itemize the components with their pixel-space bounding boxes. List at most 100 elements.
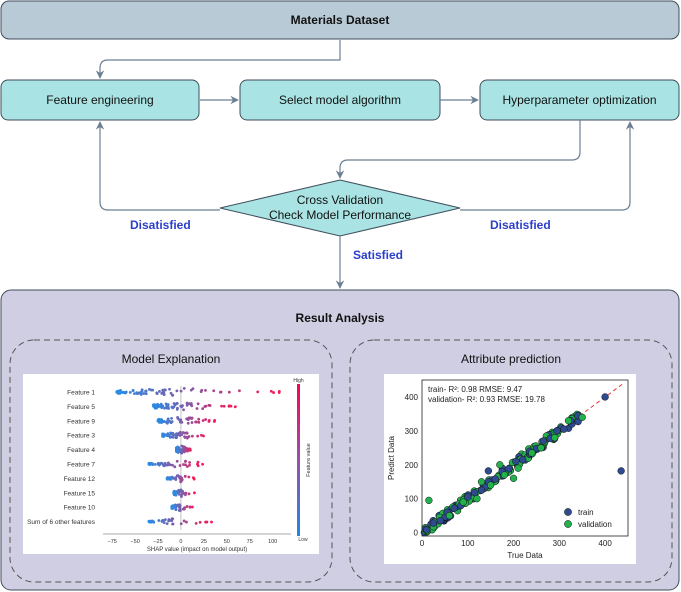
- shap-point: [202, 434, 205, 438]
- shap-point: [178, 488, 181, 492]
- scatter-point: [477, 478, 486, 486]
- cv-line-1: Cross Validation: [296, 193, 384, 207]
- scatter-y-tick: 300: [405, 427, 419, 436]
- scatter-y-tick: 200: [405, 461, 419, 470]
- scatter-point: [477, 486, 486, 494]
- shap-point: [269, 389, 273, 393]
- shap-x-tick: 50: [224, 539, 230, 545]
- shap-point: [139, 392, 143, 396]
- shap-point: [137, 391, 141, 395]
- shap-point: [144, 389, 147, 393]
- shap-point: [212, 389, 216, 393]
- shap-x-tick: 25: [201, 539, 207, 545]
- shap-point: [168, 387, 171, 391]
- arrow-dataset-to-feature: [95, 40, 341, 79]
- shap-point: [170, 420, 173, 424]
- shap-feature-label: Feature 4: [67, 447, 95, 454]
- shap-point: [165, 476, 169, 480]
- scatter-point: [617, 467, 625, 475]
- shap-x-label: SHAP value (impact on model output): [147, 547, 247, 553]
- shap-point: [163, 518, 167, 522]
- scatter-point: [564, 417, 573, 425]
- shap-point: [200, 388, 204, 392]
- shap-point: [190, 505, 194, 509]
- scatter-point: [551, 434, 559, 442]
- shap-point: [175, 504, 179, 508]
- shap-point: [161, 518, 165, 522]
- scatter-point: [601, 393, 609, 401]
- shap-x-tick: 100: [268, 539, 277, 545]
- shap-feature-label: Feature 9: [67, 418, 95, 425]
- shap-point: [157, 418, 161, 422]
- shap-point: [168, 463, 172, 467]
- shap-point: [188, 416, 192, 420]
- scatter-point: [519, 456, 527, 464]
- scatter-y-tick: 400: [405, 393, 419, 402]
- shap-point: [185, 505, 189, 508]
- scatter-point: [470, 488, 479, 497]
- shap-point: [204, 520, 207, 524]
- scatter-y-tick: 0: [414, 529, 419, 538]
- shap-point: [177, 491, 180, 495]
- shap-colorbar-label: Feature value: [306, 443, 312, 477]
- shap-feature-label: Feature 3: [67, 433, 95, 440]
- shap-point: [147, 461, 151, 465]
- model-explanation-group: [9, 339, 333, 583]
- shap-point: [196, 464, 200, 468]
- shap-point: [167, 419, 171, 423]
- feature-engineering-box: [0, 79, 200, 121]
- shap-point: [142, 392, 146, 395]
- shap-point: [219, 390, 223, 394]
- shap-x-tick: −75: [107, 539, 116, 545]
- shap-point: [172, 491, 176, 495]
- shap-point: [188, 505, 192, 509]
- shap-point: [169, 432, 173, 436]
- shap-point: [158, 420, 161, 424]
- shap-point: [185, 436, 189, 440]
- shap-point: [185, 520, 188, 524]
- scatter-point: [487, 481, 495, 489]
- scatter-point: [459, 498, 467, 506]
- shap-point: [171, 463, 174, 467]
- attribute-prediction-group: [349, 339, 673, 583]
- shap-point: [277, 390, 281, 393]
- arrow-hyper-to-cv: [335, 120, 581, 179]
- shap-point: [220, 404, 223, 408]
- shap-point: [131, 389, 135, 392]
- shap-point: [150, 462, 153, 466]
- shap-point: [210, 520, 213, 524]
- shap-x-tick: −50: [130, 539, 139, 545]
- scatter-point: [473, 495, 481, 503]
- shap-point: [135, 391, 139, 395]
- scatter-point: [553, 427, 561, 435]
- shap-point: [153, 462, 157, 466]
- step-feature-engineering: Feature engineering: [46, 93, 154, 107]
- shap-point: [177, 448, 181, 452]
- shap-point: [165, 433, 169, 436]
- shap-point: [170, 416, 173, 420]
- shap-point: [179, 450, 183, 454]
- shap-point: [180, 447, 184, 451]
- shap-point: [163, 388, 167, 392]
- legend-marker: [564, 520, 572, 528]
- scatter-point: [450, 504, 458, 512]
- scatter-point: [512, 457, 520, 466]
- shap-point: [153, 403, 157, 407]
- shap-point: [170, 519, 174, 523]
- shap-point: [201, 462, 205, 466]
- scatter-point: [500, 471, 509, 479]
- shap-point: [185, 403, 189, 407]
- shap-point: [182, 463, 185, 466]
- shap-point: [174, 507, 178, 511]
- shap-point: [188, 461, 192, 464]
- shap-point: [227, 390, 231, 394]
- legend-label: validation: [578, 520, 612, 529]
- shap-point: [213, 418, 217, 422]
- shap-point: [158, 404, 161, 408]
- scatter-y-tick: 100: [405, 495, 419, 504]
- shap-feature-label: Feature 12: [64, 476, 96, 483]
- scatter-x-tick: 0: [420, 539, 425, 548]
- shap-point: [165, 406, 169, 410]
- scatter-annotation: train- R²: 0.98 RMSE: 9.47: [428, 385, 523, 394]
- shap-point: [176, 445, 179, 449]
